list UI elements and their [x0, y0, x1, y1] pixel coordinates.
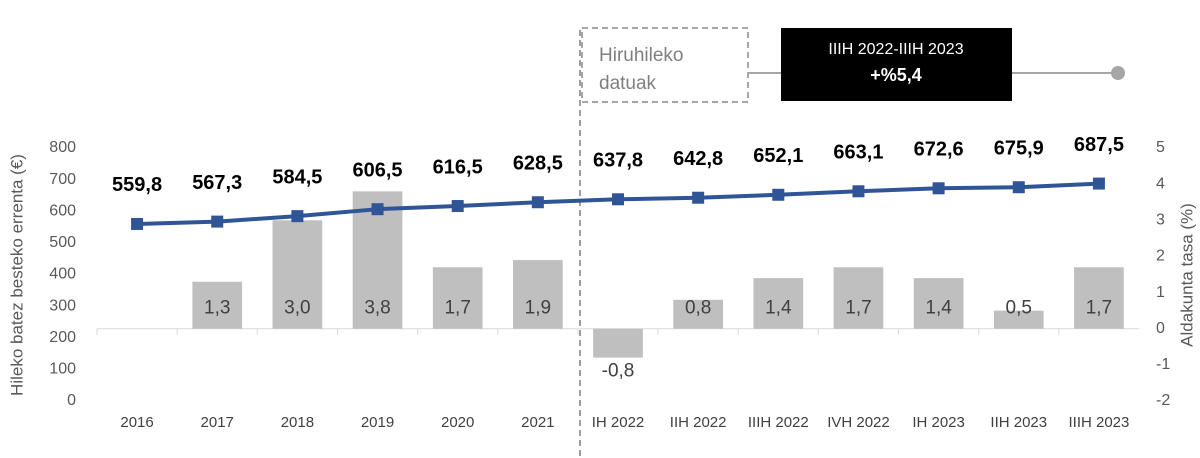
x-tick-label: 2016 — [120, 414, 153, 431]
bar-label: 3,8 — [364, 298, 390, 319]
y2-tick-label: -2 — [1156, 392, 1170, 409]
bar-label: 1,3 — [204, 298, 230, 319]
highlight-box — [781, 28, 1012, 101]
bar-label: 1,4 — [765, 298, 792, 319]
y2-tick-label: -1 — [1156, 356, 1170, 373]
marker — [211, 215, 224, 228]
x-tick-label: 2019 — [361, 414, 394, 431]
y2-axis-label: Aldakunta tasa (%) — [1177, 203, 1196, 347]
bar-label: 1,7 — [444, 298, 470, 319]
y-tick-label: 800 — [49, 139, 76, 156]
line-label: 584,5 — [272, 166, 322, 188]
marker — [1092, 177, 1105, 190]
annotation: +%5,4 — [870, 65, 922, 85]
bar — [432, 267, 483, 329]
y-tick-label: 400 — [49, 266, 76, 283]
connector-dot — [1111, 66, 1125, 80]
x-tick-label: 2020 — [441, 414, 474, 431]
bar-label: 3,0 — [284, 298, 310, 319]
marker — [612, 193, 624, 206]
marker — [932, 182, 945, 195]
x-tick-label: IVH 2022 — [827, 414, 890, 431]
y2-tick-label: 4 — [1156, 175, 1165, 192]
bar — [993, 310, 1044, 329]
annotation: datuak — [599, 73, 657, 94]
bar-label: -0,8 — [602, 361, 635, 382]
x-tick-label: IIH 2023 — [990, 414, 1047, 431]
x-tick-label: IIIH 2022 — [748, 414, 809, 431]
bar — [512, 260, 563, 329]
annotation-box — [581, 27, 749, 103]
x-tick-label: 2017 — [201, 414, 234, 431]
line-label: 642,8 — [673, 148, 723, 170]
marker — [852, 185, 865, 198]
y2-tick-label: 2 — [1156, 248, 1165, 265]
line-label: 559,8 — [112, 174, 162, 196]
y-tick-label: 100 — [49, 361, 76, 378]
line-label: 672,6 — [914, 139, 964, 161]
bar — [753, 278, 804, 329]
marker — [772, 188, 785, 201]
line-label: 637,8 — [593, 150, 643, 172]
bar — [272, 220, 323, 329]
marker — [451, 200, 464, 213]
marker — [291, 210, 304, 223]
y-tick-label: 600 — [49, 202, 76, 219]
bar-label: 0,5 — [1006, 298, 1032, 319]
annotation: IIIH 2022-IIIH 2023 — [828, 41, 963, 58]
x-tick-label: IIIH 2023 — [1068, 414, 1129, 431]
bar-label: 1,9 — [525, 298, 551, 319]
bar — [673, 299, 724, 329]
y-tick-label: 0 — [67, 392, 76, 409]
marker — [1012, 181, 1025, 194]
line-label: 628,5 — [513, 153, 563, 175]
line-label: 675,9 — [994, 138, 1044, 160]
bar-label: 0,8 — [685, 298, 711, 319]
bar — [913, 278, 964, 329]
x-tick-label: IH 2022 — [592, 414, 645, 431]
line-label: 687,5 — [1074, 134, 1124, 156]
line-label: 616,5 — [433, 156, 483, 178]
x-tick-label: 2021 — [521, 414, 554, 431]
line-label: 567,3 — [192, 172, 242, 194]
bar — [833, 267, 884, 329]
y2-tick-label: 1 — [1156, 284, 1165, 301]
x-tick-label: IIH 2022 — [670, 414, 727, 431]
y2-tick-label: 0 — [1156, 320, 1165, 337]
y-tick-label: 200 — [49, 329, 76, 346]
y2-tick-label: 5 — [1156, 139, 1165, 156]
y-tick-label: 500 — [49, 234, 76, 251]
x-tick-label: IH 2023 — [912, 414, 965, 431]
bar — [593, 328, 643, 358]
y-tick-label: 300 — [49, 297, 76, 314]
bar — [1074, 267, 1124, 329]
bar — [192, 281, 243, 329]
bar-label: 1,7 — [1086, 298, 1112, 319]
marker — [371, 203, 384, 216]
line-label: 606,5 — [353, 159, 403, 181]
marker — [531, 196, 544, 209]
annotation: Hiruhileko — [599, 45, 683, 66]
y2-tick-label: 3 — [1156, 212, 1165, 229]
y-axis-label: Hileko batez besteko errenta (€) — [7, 154, 26, 396]
x-tick-label: 2018 — [281, 414, 314, 431]
marker — [692, 191, 705, 204]
line-label: 652,1 — [753, 145, 803, 167]
line-label: 663,1 — [833, 142, 883, 164]
y-tick-label: 700 — [49, 171, 76, 188]
bar-label: 1,4 — [925, 298, 952, 319]
bar-label: 1,7 — [845, 298, 871, 319]
marker — [131, 217, 144, 230]
